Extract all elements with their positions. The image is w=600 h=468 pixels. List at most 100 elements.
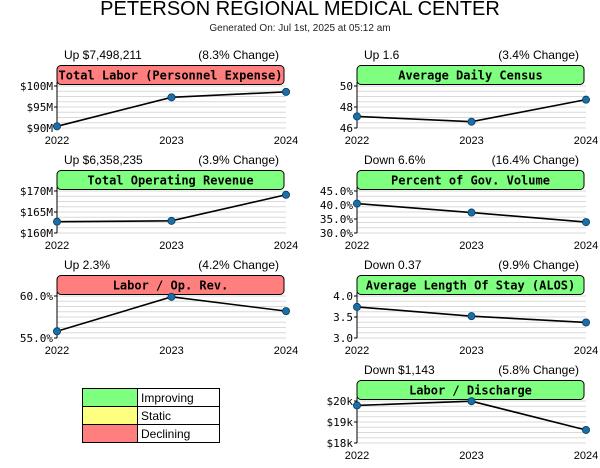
y-tick-label: $90M (27, 122, 54, 135)
legend-row-static: Static (82, 406, 220, 425)
kpi-chart-svg: Up 2.3% (4.2% Change) 55.0% 60.0% Labor / Op… (20, 258, 298, 357)
kpi-chart-svg: Up $6,358,235 (3.9% Change) $160M $165M $170… (20, 153, 298, 252)
kpi-chart-svg: Down 0.37 (9.9% Change) 3.0 3.5 4.0 Average L… (333, 258, 598, 357)
chart-title: Total Labor (Personnel Expense) (59, 69, 283, 83)
y-tick-label: 3.0 (333, 332, 353, 345)
y-tick-label: $100M (20, 80, 53, 93)
x-tick-label: 2024 (574, 135, 598, 147)
y-tick-label: 40.0% (320, 199, 353, 212)
y-tick-label: $170M (20, 185, 53, 198)
kpi-chart-percent-of-gov-volume: Down 6.6% (16.4% Change) 30.0% 35.0% 40.0% 45… (300, 153, 598, 258)
chart-title: Average Length Of Stay (ALOS) (366, 279, 576, 293)
series-line (356, 400, 587, 431)
y-tick-label: $160M (20, 227, 53, 240)
change-percent: (3.9% Change) (198, 153, 279, 167)
x-tick-label: 2022 (345, 240, 369, 252)
chart-title: Percent of Gov. Volume (391, 174, 550, 188)
x-tick-label: 2022 (45, 135, 69, 147)
x-tick-label: 2023 (459, 345, 483, 357)
y-tick-label: $95M (27, 101, 54, 114)
y-tick-label: $165M (20, 206, 53, 219)
y-tick-label: 35.0% (320, 213, 353, 226)
kpi-chart-total-labor-personnel-expense: Up $7,498,211 (8.3% Change) $90M $95M $100M T… (0, 48, 298, 153)
data-point (53, 327, 62, 336)
chart-title: Labor / Discharge (409, 384, 532, 398)
x-tick-label: 2024 (574, 345, 598, 357)
data-point (581, 95, 590, 104)
change-percent: (4.2% Change) (198, 258, 279, 272)
chart-title: Labor / Op. Rev. (113, 279, 229, 293)
chart-title-band (56, 65, 285, 85)
data-point (53, 122, 62, 131)
y-tick-label: 4.0 (333, 290, 353, 303)
change-amount: Down $1,143 (364, 363, 435, 377)
change-percent: (5.8% Change) (498, 363, 579, 377)
legend-label-static: Static (137, 406, 220, 425)
data-point (467, 397, 476, 406)
chart-title-band (356, 170, 585, 190)
data-point (467, 117, 476, 126)
kpi-chart-average-daily-census: Up 1.6 (3.4% Change) 46 48 50 Average Daily C… (300, 48, 598, 153)
kpi-chart-svg: Up 1.6 (3.4% Change) 46 48 50 Average Daily C… (340, 48, 598, 147)
y-tick-label: 30.0% (320, 227, 353, 240)
x-tick-label: 2022 (45, 240, 69, 252)
data-point (581, 318, 590, 327)
y-tick-label: 60.0% (20, 290, 53, 303)
legend-label-improving: Improving (137, 388, 220, 407)
y-tick-label: 3.5 (333, 311, 353, 324)
change-percent: (16.4% Change) (492, 153, 579, 167)
change-amount: Down 0.37 (364, 258, 422, 272)
x-tick-label: 2022 (345, 345, 369, 357)
kpi-chart-svg: Down $1,143 (5.8% Change) $18k $19k $20k Labo… (327, 363, 599, 462)
x-tick-label: 2022 (45, 345, 69, 357)
data-point (167, 292, 176, 301)
y-tick-label: 45.0% (320, 185, 353, 198)
y-tick-label: 55.0% (20, 332, 53, 345)
data-point (167, 93, 176, 102)
kpi-chart-average-length-of-stay-alos: Down 0.37 (9.9% Change) 3.0 3.5 4.0 Average L… (300, 258, 598, 363)
y-tick-label: $19k (327, 416, 354, 429)
status-legend: Improving Static Declining (82, 388, 220, 443)
data-point (281, 87, 290, 96)
x-tick-label: 2024 (574, 450, 598, 462)
legend-row-declining: Declining (82, 424, 220, 443)
legend-swatch-improving (82, 388, 138, 407)
series-line (56, 296, 287, 333)
kpi-chart-labor-op-rev: Up 2.3% (4.2% Change) 55.0% 60.0% Labor / Op… (0, 258, 298, 363)
x-tick-label: 2023 (159, 135, 183, 147)
kpi-chart-total-operating-revenue: Up $6,358,235 (3.9% Change) $160M $165M $170… (0, 153, 298, 258)
x-tick-label: 2024 (574, 240, 598, 252)
kpi-chart-svg: Up $7,498,211 (8.3% Change) $90M $95M $100M T… (20, 48, 298, 147)
x-tick-label: 2024 (274, 240, 298, 252)
y-tick-label: $18k (327, 437, 354, 450)
generated-timestamp: Generated On: Jul 1st, 2025 at 05:12 am (209, 23, 391, 34)
legend-swatch-static (82, 406, 138, 425)
change-amount: Up $6,358,235 (64, 153, 143, 167)
chart-title-band (356, 275, 585, 295)
data-point (353, 112, 362, 121)
chart-title: Average Daily Census (398, 69, 543, 83)
y-tick-label: 46 (340, 122, 353, 135)
data-point (353, 199, 362, 208)
legend-swatch-declining (82, 424, 138, 443)
kpi-chart-svg: Down 6.6% (16.4% Change) 30.0%35.0%40.0%45… (320, 153, 598, 252)
chart-title-band (356, 65, 585, 85)
change-amount: Down 6.6% (364, 153, 426, 167)
change-amount: Up $7,498,211 (64, 48, 142, 62)
data-point (581, 425, 590, 434)
y-tick-label: $20k (327, 395, 354, 408)
change-percent: (9.9% Change) (498, 258, 579, 272)
change-percent: (8.3% Change) (198, 48, 279, 62)
x-tick-label: 2023 (159, 240, 183, 252)
kpi-chart-labor-discharge: Down $1,143 (5.8% Change) $18k $19k $20k Labo… (300, 363, 599, 468)
page-title: PETERSON REGIONAL MEDICAL CENTER (100, 0, 500, 20)
chart-title: Total Operating Revenue (87, 174, 253, 188)
data-point (281, 190, 290, 199)
data-point (353, 401, 362, 410)
legend-label-declining: Declining (137, 424, 220, 443)
change-percent: (3.4% Change) (498, 48, 579, 62)
data-point (581, 218, 590, 227)
change-amount: Up 2.3% (64, 258, 110, 272)
x-tick-label: 2023 (459, 135, 483, 147)
y-tick-label: 48 (340, 101, 353, 114)
